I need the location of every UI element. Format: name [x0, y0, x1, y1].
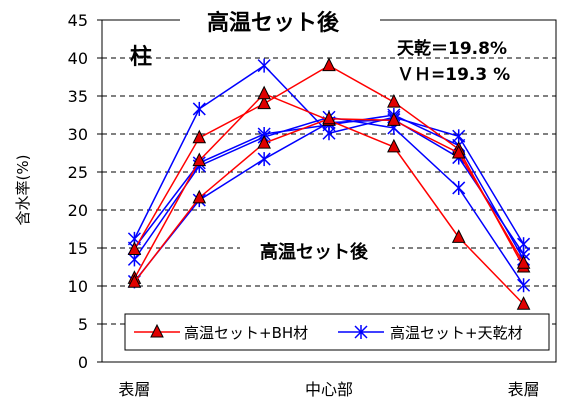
y-tick-label: 35: [68, 87, 88, 106]
grid-lines: [102, 57, 556, 325]
series-line: [133, 64, 525, 245]
data-point: [192, 152, 207, 167]
data-point: [322, 57, 336, 72]
stat-tenkan: 天乾＝19.8%: [397, 38, 507, 59]
data-point: [257, 58, 271, 73]
data-point: [387, 112, 401, 126]
data-point: [257, 95, 271, 110]
series-bh: [127, 110, 531, 288]
data-series: [127, 57, 531, 310]
data-point: [452, 180, 466, 195]
y-tick-label: 20: [68, 201, 88, 220]
data-point: [451, 229, 466, 243]
data-point: [127, 241, 142, 256]
y-tick-label: 15: [68, 239, 88, 258]
pillar-label: 柱: [130, 45, 152, 70]
x-tick-label: 表層: [508, 380, 540, 399]
triangle-icon: [150, 323, 164, 338]
data-point: [516, 296, 531, 310]
data-point: [516, 255, 531, 269]
chart-title: 高温セット後: [207, 10, 340, 36]
legend-box: [124, 313, 550, 351]
data-point: [257, 135, 271, 149]
y-axis-label: 含水率(%): [14, 155, 32, 226]
title-box: [180, 6, 380, 38]
data-point: [127, 274, 142, 288]
data-point: [517, 278, 531, 293]
y-tick-label: 5: [78, 315, 88, 334]
legend-bh-label: 高温セット+BH材: [184, 324, 308, 342]
subtitle-box: [240, 236, 392, 264]
plot-subtitle: 高温セット後: [260, 241, 369, 263]
y-tick-label: 0: [78, 353, 88, 372]
y-tick-label: 30: [68, 125, 88, 144]
y-tick-label: 40: [68, 49, 88, 68]
data-point: [257, 85, 271, 100]
data-point: [387, 138, 401, 153]
y-tick-label: 10: [68, 277, 88, 296]
data-point: [387, 93, 401, 108]
x-tick-label: 中心部: [305, 380, 353, 399]
y-tick-label: 25: [68, 163, 88, 182]
legend-tenkan-label: 高温セット+天乾材: [390, 324, 523, 342]
legend: 高温セット+BH材 高温セット+天乾材: [124, 313, 550, 351]
stat-vh: ＶＨ=19.3 %: [397, 65, 510, 85]
data-point: [192, 189, 207, 204]
data-point: [257, 152, 271, 167]
data-point: [192, 129, 207, 144]
data-point: [322, 110, 336, 125]
data-point: [192, 101, 206, 116]
x-tick-label: 表層: [118, 380, 150, 399]
data-point: [451, 144, 466, 159]
axes: 0 5 10 15 20 25 30 35 40 45 表層 中心部 表層: [68, 11, 557, 399]
asterisk-icon: [354, 325, 368, 339]
y-tick-label: 45: [68, 11, 88, 30]
